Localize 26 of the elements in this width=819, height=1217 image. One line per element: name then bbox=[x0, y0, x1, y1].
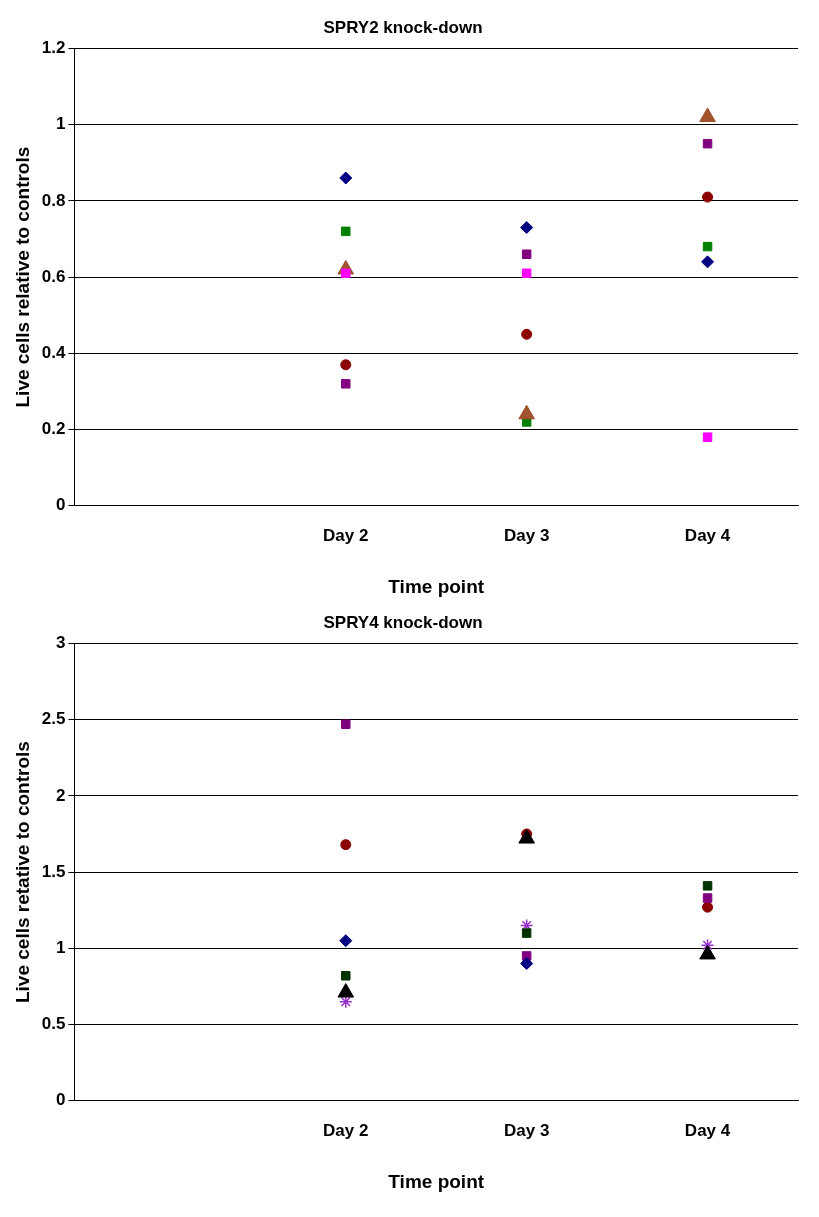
x-tick-label: Day 2 bbox=[323, 525, 369, 545]
x-tick-label: Day 2 bbox=[323, 1120, 369, 1140]
y-tick-label: 2.5 bbox=[41, 709, 66, 729]
y-axis-title: Live cells retative to controls bbox=[11, 741, 33, 1004]
y-tick-label: 0 bbox=[55, 495, 66, 515]
y-tick-label: 0.4 bbox=[41, 343, 66, 363]
x-axis-title: Time point bbox=[388, 575, 485, 597]
y-tick-label: 0 bbox=[55, 1090, 66, 1110]
chart-title: SPRY2 knock-down bbox=[323, 17, 483, 37]
y-axis-title: Live cells relative to controls bbox=[11, 146, 33, 408]
y-tick-label: 0.2 bbox=[41, 419, 66, 439]
y-tick-label: 3 bbox=[55, 633, 66, 653]
x-axis-title: Time point bbox=[388, 1170, 485, 1192]
y-tick-label: 0.8 bbox=[41, 190, 66, 210]
y-tick-label: 0.5 bbox=[41, 1014, 66, 1034]
y-tick-label: 1.5 bbox=[41, 861, 66, 881]
x-tick-label: Day 4 bbox=[684, 1120, 731, 1140]
y-tick-label: 1 bbox=[55, 938, 66, 958]
y-tick-label: 1.2 bbox=[41, 38, 66, 58]
chart-title: SPRY4 knock-down bbox=[323, 612, 483, 632]
x-tick-label: Day 4 bbox=[684, 525, 731, 545]
y-tick-label: 1 bbox=[55, 114, 66, 134]
y-tick-label: 0.6 bbox=[41, 266, 66, 286]
x-tick-label: Day 3 bbox=[503, 525, 550, 545]
y-tick-label: 2 bbox=[55, 785, 66, 805]
x-tick-label: Day 3 bbox=[503, 1120, 550, 1140]
